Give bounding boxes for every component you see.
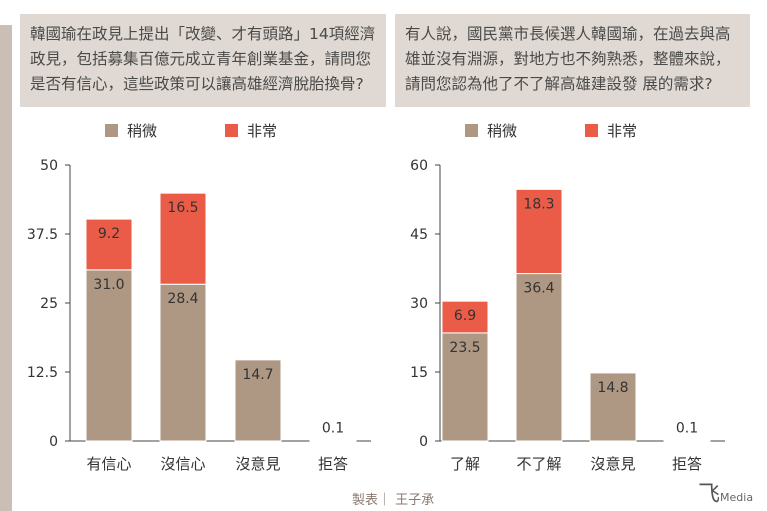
x-tick-label: 拒答	[318, 455, 348, 473]
bar-very	[159, 192, 207, 285]
legend-swatch	[225, 124, 238, 137]
legend-swatch	[105, 124, 118, 137]
bar-slight	[441, 332, 489, 442]
legend-swatch	[465, 124, 478, 137]
question-box-1: 韓國瑜在政見上提出「改變、才有頭路」14項經濟政見，包括募集百億元成立青年創業基…	[20, 14, 386, 107]
bar-slight	[515, 273, 563, 442]
y-tick-label: 0	[49, 434, 58, 450]
y-tick-label: 45	[410, 227, 428, 243]
data-label: 31.0	[93, 277, 124, 293]
data-label: 16.5	[167, 200, 198, 216]
data-label: 28.4	[167, 291, 198, 307]
legend-label: 非常	[607, 122, 637, 140]
sidebar-strip	[0, 25, 12, 511]
legend-swatch	[585, 124, 598, 137]
data-label: 0.1	[676, 421, 698, 437]
data-label: 14.7	[242, 367, 273, 383]
x-tick-label: 沒意見	[590, 455, 635, 473]
y-tick-label: 37.5	[27, 227, 58, 243]
data-label: 6.9	[454, 308, 476, 324]
bar-slight	[159, 283, 207, 442]
x-tick-label: 沒信心	[160, 455, 205, 473]
data-label: 36.4	[523, 281, 554, 297]
bar-slight	[309, 439, 357, 442]
credit: 製表｜ 王子承	[352, 493, 435, 508]
bar-slight	[234, 359, 282, 442]
legend-label: 稍微	[127, 122, 157, 140]
x-tick-label: 沒意見	[235, 455, 280, 473]
legend-label: 稍微	[487, 122, 517, 140]
data-label: 14.8	[597, 380, 628, 396]
y-tick-label: 25	[40, 296, 58, 312]
data-label: 18.3	[523, 196, 554, 212]
x-tick-label: 了解	[450, 455, 480, 473]
y-tick-label: 12.5	[27, 365, 58, 381]
y-tick-label: 0	[419, 434, 428, 450]
x-tick-label: 拒答	[672, 455, 702, 473]
legend-label: 非常	[247, 122, 277, 140]
bar-slight	[589, 372, 637, 442]
y-tick-label: 50	[40, 158, 58, 174]
data-label: 9.2	[98, 226, 120, 242]
bar-slight	[85, 269, 133, 442]
x-tick-label: 不了解	[516, 455, 561, 473]
logo: 飞Media	[698, 482, 754, 507]
x-tick-label: 有信心	[86, 455, 131, 473]
data-label: 23.5	[449, 340, 480, 356]
bar-very	[85, 218, 133, 271]
bar-very	[515, 188, 563, 275]
y-tick-label: 15	[410, 365, 428, 381]
y-tick-label: 30	[410, 296, 428, 312]
question-box-2: 有人說，國民黨市長候選人韓國瑜，在過去與高雄並沒有淵源，對地方也不夠熟悉，整體來…	[395, 14, 750, 107]
y-tick-label: 60	[410, 158, 428, 174]
data-label: 0.1	[322, 420, 344, 436]
bar-very	[441, 300, 489, 334]
